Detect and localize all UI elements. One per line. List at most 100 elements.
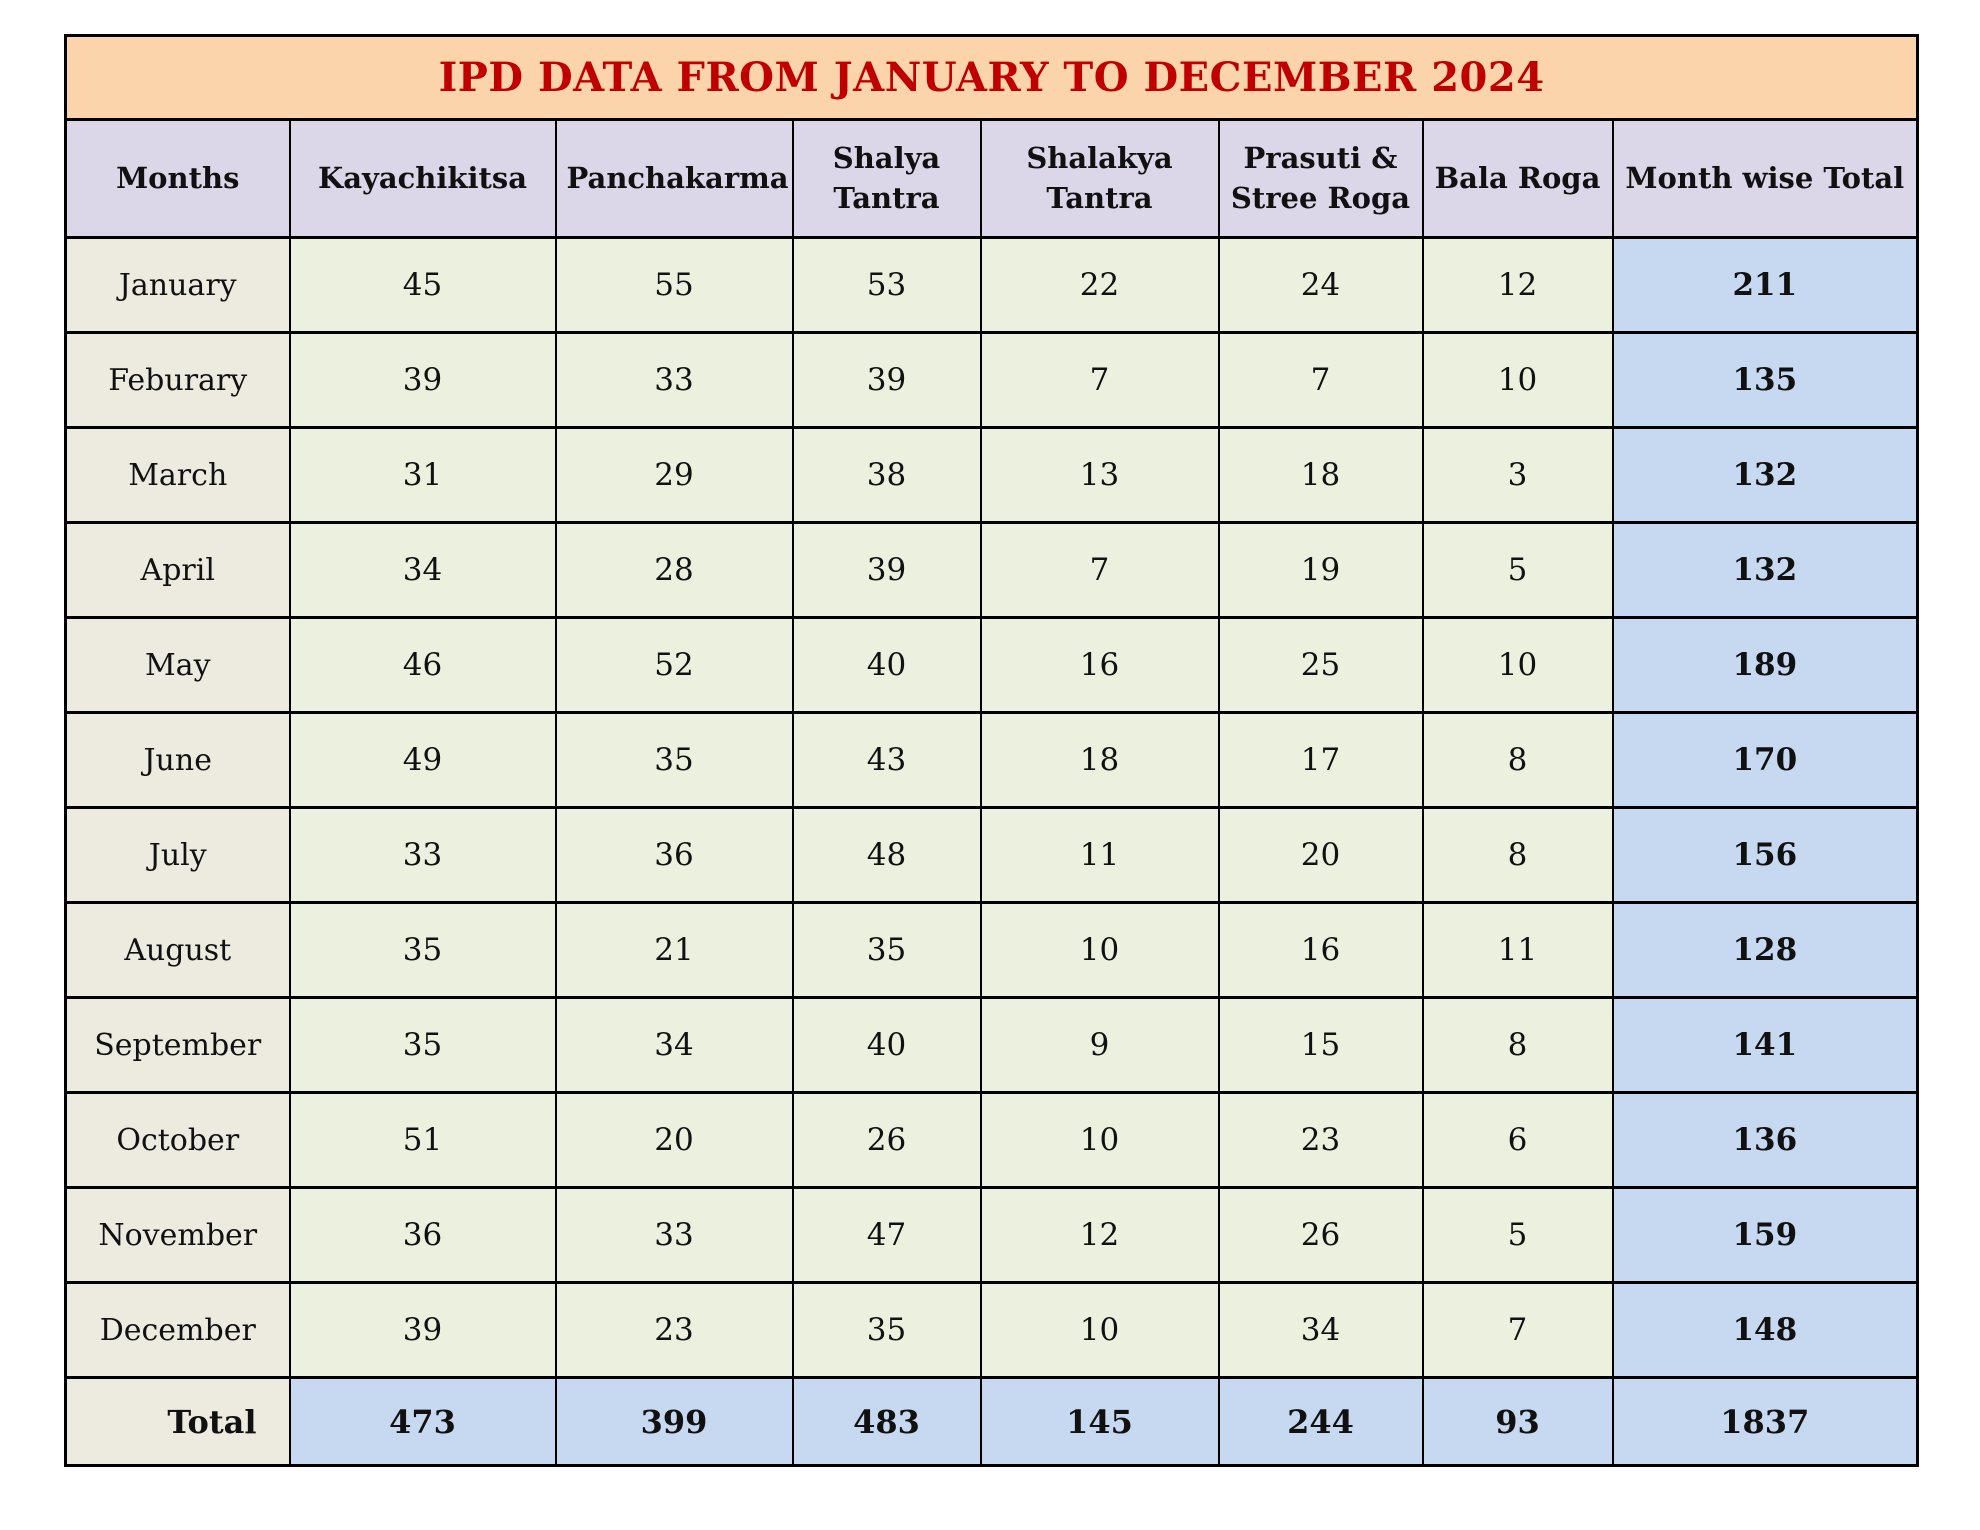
data-cell: 39 [791,521,982,619]
data-cell: 35 [554,711,794,809]
data-cell: 10 [979,1091,1220,1189]
data-cell: 45 [288,236,557,334]
month-cell: January [64,236,291,334]
month-cell: May [64,616,291,714]
table-row-august: August 35 21 35 10 16 11 128 [64,901,1919,999]
column-header-shalakya-tantra: Shalakya Tantra [979,118,1220,239]
data-cell: 48 [791,806,982,904]
ipd-table-container: IPD DATA FROM JANUARY TO DECEMBER 2024 M… [64,34,1920,1467]
data-cell: 33 [288,806,557,904]
data-cell: 53 [791,236,982,334]
total-label: Total [64,1376,291,1467]
table-row-march: March 31 29 38 13 18 3 132 [64,426,1919,524]
data-cell: 35 [791,901,982,999]
data-cell: 16 [1217,901,1424,999]
data-cell: 24 [1217,236,1424,334]
data-cell: 8 [1421,996,1614,1094]
month-cell: July [64,806,291,904]
row-total-cell: 141 [1611,996,1919,1094]
data-cell: 39 [288,331,557,429]
data-cell: 10 [1421,331,1614,429]
column-total-cell: 399 [554,1376,794,1467]
table-row-june: June 49 35 43 18 17 8 170 [64,711,1919,809]
column-total-cell: 93 [1421,1376,1614,1467]
data-cell: 34 [288,521,557,619]
data-cell: 9 [979,996,1220,1094]
data-cell: 10 [979,1281,1220,1379]
data-cell: 43 [791,711,982,809]
data-cell: 12 [1421,236,1614,334]
month-cell: November [64,1186,291,1284]
row-total-cell: 132 [1611,521,1919,619]
data-cell: 36 [288,1186,557,1284]
data-cell: 34 [554,996,794,1094]
row-total-cell: 128 [1611,901,1919,999]
data-cell: 21 [554,901,794,999]
data-cell: 39 [791,331,982,429]
row-total-cell: 135 [1611,331,1919,429]
data-cell: 40 [791,996,982,1094]
month-cell: December [64,1281,291,1379]
column-total-cell: 145 [979,1376,1220,1467]
header-row: Months Kayachikitsa Panchakarma Shalya Tant… [64,118,1919,239]
data-cell: 38 [791,426,982,524]
month-cell: September [64,996,291,1094]
title-row: IPD DATA FROM JANUARY TO DECEMBER 2024 [64,34,1919,121]
table-row-may: May 46 52 40 16 25 10 189 [64,616,1919,714]
row-total-cell: 148 [1611,1281,1919,1379]
data-cell: 26 [791,1091,982,1189]
data-cell: 8 [1421,711,1614,809]
grand-total-cell: 1837 [1611,1376,1919,1467]
data-cell: 7 [1421,1281,1614,1379]
month-cell: Feburary [64,331,291,429]
table-row-october: October 51 20 26 10 23 6 136 [64,1091,1919,1189]
data-cell: 26 [1217,1186,1424,1284]
row-total-cell: 156 [1611,806,1919,904]
data-cell: 35 [791,1281,982,1379]
month-cell: June [64,711,291,809]
data-cell: 36 [554,806,794,904]
data-cell: 8 [1421,806,1614,904]
data-cell: 18 [1217,426,1424,524]
table-row-july: July 33 36 48 11 20 8 156 [64,806,1919,904]
data-cell: 5 [1421,1186,1614,1284]
data-cell: 12 [979,1186,1220,1284]
row-total-cell: 211 [1611,236,1919,334]
month-cell: March [64,426,291,524]
data-cell: 28 [554,521,794,619]
month-cell: April [64,521,291,619]
month-cell: August [64,901,291,999]
data-cell: 33 [554,1186,794,1284]
data-cell: 39 [288,1281,557,1379]
data-cell: 11 [979,806,1220,904]
data-cell: 22 [979,236,1220,334]
data-cell: 51 [288,1091,557,1189]
total-row: Total 473 399 483 145 244 93 1837 [64,1376,1919,1467]
table-row-feburary: Feburary 39 33 39 7 7 10 135 [64,331,1919,429]
data-cell: 18 [979,711,1220,809]
data-cell: 35 [288,901,557,999]
row-total-cell: 189 [1611,616,1919,714]
data-cell: 10 [1421,616,1614,714]
row-total-cell: 170 [1611,711,1919,809]
data-cell: 7 [979,521,1220,619]
table-row-november: November 36 33 47 12 26 5 159 [64,1186,1919,1284]
data-cell: 15 [1217,996,1424,1094]
table-row-december: December 39 23 35 10 34 7 148 [64,1281,1919,1379]
data-cell: 35 [288,996,557,1094]
data-cell: 49 [288,711,557,809]
data-cell: 20 [1217,806,1424,904]
column-header-bala-roga: Bala Roga [1421,118,1614,239]
data-cell: 55 [554,236,794,334]
data-cell: 29 [554,426,794,524]
data-cell: 11 [1421,901,1614,999]
table-row-september: September 35 34 40 9 15 8 141 [64,996,1919,1094]
data-cell: 23 [1217,1091,1424,1189]
data-cell: 23 [554,1281,794,1379]
ipd-data-table: IPD DATA FROM JANUARY TO DECEMBER 2024 M… [64,34,1920,1467]
table-row-april: April 34 28 39 7 19 5 132 [64,521,1919,619]
row-total-cell: 159 [1611,1186,1919,1284]
data-cell: 7 [1217,331,1424,429]
column-total-cell: 483 [791,1376,982,1467]
